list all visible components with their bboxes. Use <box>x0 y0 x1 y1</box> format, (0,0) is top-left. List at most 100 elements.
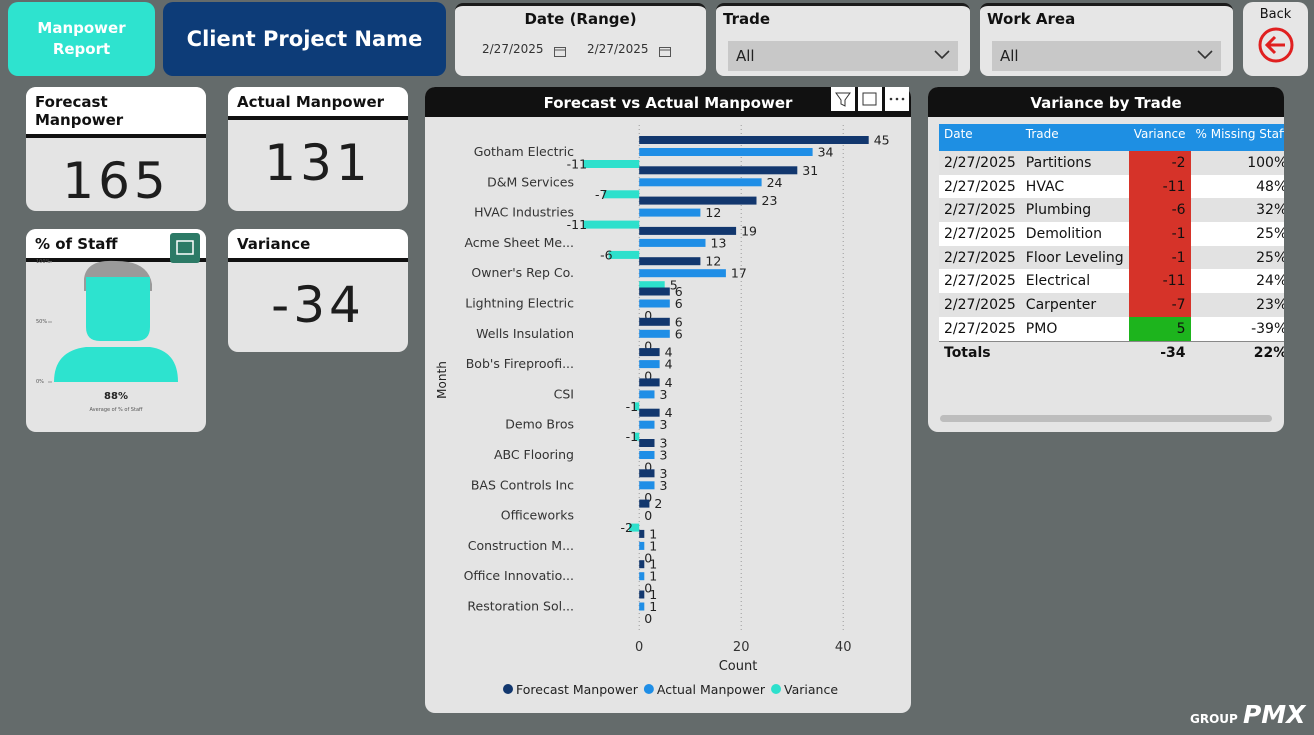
table-cell: PMO <box>1025 320 1058 337</box>
chart-panel: Forecast vs Actual Manpower <box>425 87 911 713</box>
staff-visual: 100% 50% 0% 88% Average of % of Staff <box>36 233 200 413</box>
scrollbar[interactable] <box>940 415 1272 422</box>
chevron <box>934 50 950 60</box>
gauge-label: 0% <box>36 379 44 385</box>
kpi-card: Variance -34 <box>228 229 408 352</box>
table-row: 2/27/2025 Electrical -11 24% <box>939 269 1284 294</box>
kpi-card: Actual Manpower 131 <box>228 87 408 211</box>
card-title: Variance <box>228 229 408 262</box>
calendar-icon[interactable] <box>554 46 566 57</box>
table-row: 2/27/2025 HVAC -11 48% <box>939 174 1284 199</box>
slicer-title: Date (Range) <box>524 10 637 28</box>
person-head <box>86 277 150 341</box>
table-cell: 2/27/2025 <box>944 273 1016 290</box>
work-area-slicer: Work Area All <box>980 3 1233 76</box>
variance-cell: -2 <box>1128 151 1191 175</box>
dropdown-value: All <box>1000 47 1019 65</box>
table-cell: 2/27/2025 <box>944 154 1016 171</box>
gauge-label: 100% <box>36 259 51 265</box>
date-to[interactable]: 2/27/2025 <box>587 42 649 56</box>
table-cell: 48% <box>1256 178 1284 195</box>
totals-variance: -34 <box>1160 345 1186 362</box>
table-cell: -39% <box>1251 320 1284 337</box>
column-header: Trade <box>1020 124 1129 151</box>
table-title: Variance by Trade <box>928 87 1284 117</box>
variance-table: Date Trade Variance% Missing Staff 2/27/20… <box>939 124 1284 365</box>
back-label: Back <box>1259 7 1292 22</box>
table-cell: Floor Leveling <box>1025 249 1124 266</box>
logo-name: PMX <box>1242 700 1306 729</box>
logo: GROUP PMX <box>1190 700 1305 729</box>
back-icon <box>1258 27 1293 63</box>
column-header: % Missing Staff <box>1190 124 1284 151</box>
card-value: 131 <box>264 134 372 192</box>
table-row: 2/27/2025 Demolition -1 25% <box>939 222 1284 246</box>
totals-missing: 22% <box>1253 345 1284 362</box>
table-cell: Electrical <box>1025 273 1091 290</box>
card-value: -34 <box>271 276 365 334</box>
variance-cell: -1 <box>1128 245 1191 270</box>
date-slicer: Date (Range) 2/27/2025 2/27/2025 <box>455 3 706 76</box>
variance-cell: -11 <box>1128 174 1191 199</box>
variance-cell: -1 <box>1128 222 1191 246</box>
kpi-card: Forecast Manpower 165 <box>26 87 206 211</box>
dropdown-value: All <box>736 47 755 65</box>
export-icon[interactable] <box>170 233 200 263</box>
table-cell: HVAC <box>1025 178 1065 195</box>
table-cell: 2/27/2025 <box>944 225 1016 242</box>
staff-card: % of Staff 100% 50% 0% 88% Average of % … <box>26 229 206 432</box>
chart-title: Forecast vs Actual Manpower <box>425 87 911 117</box>
staff-caption: Average of % of Staff <box>90 407 143 413</box>
table-row: 2/27/2025 Carpenter -7 23% <box>939 293 1284 317</box>
variance-cell: 5 <box>1128 316 1191 341</box>
table-cell: Partitions <box>1025 154 1092 171</box>
table-cell: 2/27/2025 <box>944 178 1016 195</box>
variance-cell: -11 <box>1128 269 1191 294</box>
table-cell: 2/27/2025 <box>944 249 1016 266</box>
table-cell: 100% <box>1247 154 1284 171</box>
table-cell: 32% <box>1256 202 1284 219</box>
variance-cell: -7 <box>1128 293 1191 317</box>
table-cell: 2/27/2025 <box>944 202 1016 219</box>
table-row: 2/27/2025 PMO 5 -39% <box>939 316 1284 341</box>
table-cell: Plumbing <box>1025 202 1092 219</box>
table-cell: Carpenter <box>1025 296 1097 313</box>
person-body <box>54 347 178 382</box>
card-value: 165 <box>62 152 170 210</box>
table-cell: 2/27/2025 <box>944 320 1016 337</box>
chevron <box>1197 50 1213 60</box>
header-row: Date Trade Variance% Missing Staff <box>939 124 1284 151</box>
table-cell: 24% <box>1256 273 1284 290</box>
card-title: Forecast Manpower <box>26 87 206 138</box>
table-cell: 25% <box>1256 249 1284 266</box>
card-title: Actual Manpower <box>228 87 408 120</box>
table-row: 2/27/2025 Plumbing -6 32% <box>939 198 1284 223</box>
project-name: Client Project Name <box>163 2 446 76</box>
trade-slicer: Trade All <box>716 3 970 76</box>
export-glyph <box>176 240 194 255</box>
report-button[interactable]: Manpower Report <box>8 2 155 76</box>
back-button[interactable]: Back <box>1243 2 1308 76</box>
calendar-icon[interactable] <box>659 46 671 57</box>
trade-dropdown[interactable]: All <box>728 41 958 71</box>
slicer-title: Trade <box>723 10 771 28</box>
gauge-label: 50% <box>36 319 47 325</box>
slicer-title: Work Area <box>987 10 1076 28</box>
column-header: Date <box>939 124 1021 151</box>
staff-value: 88% <box>104 391 128 402</box>
table-row: 2/27/2025 Floor Leveling-1 25% <box>939 245 1284 270</box>
table-cell: 23% <box>1256 296 1284 313</box>
totals-row: Totals -34 22% <box>939 341 1284 365</box>
variance-cell: -6 <box>1128 198 1191 223</box>
work-area-dropdown[interactable]: All <box>992 41 1221 71</box>
totals-label: Totals <box>944 345 991 362</box>
table-cell <box>1021 341 1129 365</box>
table-row: 2/27/2025 Partitions -2 100% <box>939 151 1284 175</box>
table-cell: 2/27/2025 <box>944 296 1016 313</box>
column-header: Variance <box>1128 124 1191 151</box>
date-from[interactable]: 2/27/2025 <box>482 42 544 56</box>
table-cell: Demolition <box>1025 225 1102 242</box>
logo-group: GROUP <box>1190 712 1238 726</box>
table-panel: Variance by Trade Date Trade Variance% Mis… <box>928 87 1284 432</box>
